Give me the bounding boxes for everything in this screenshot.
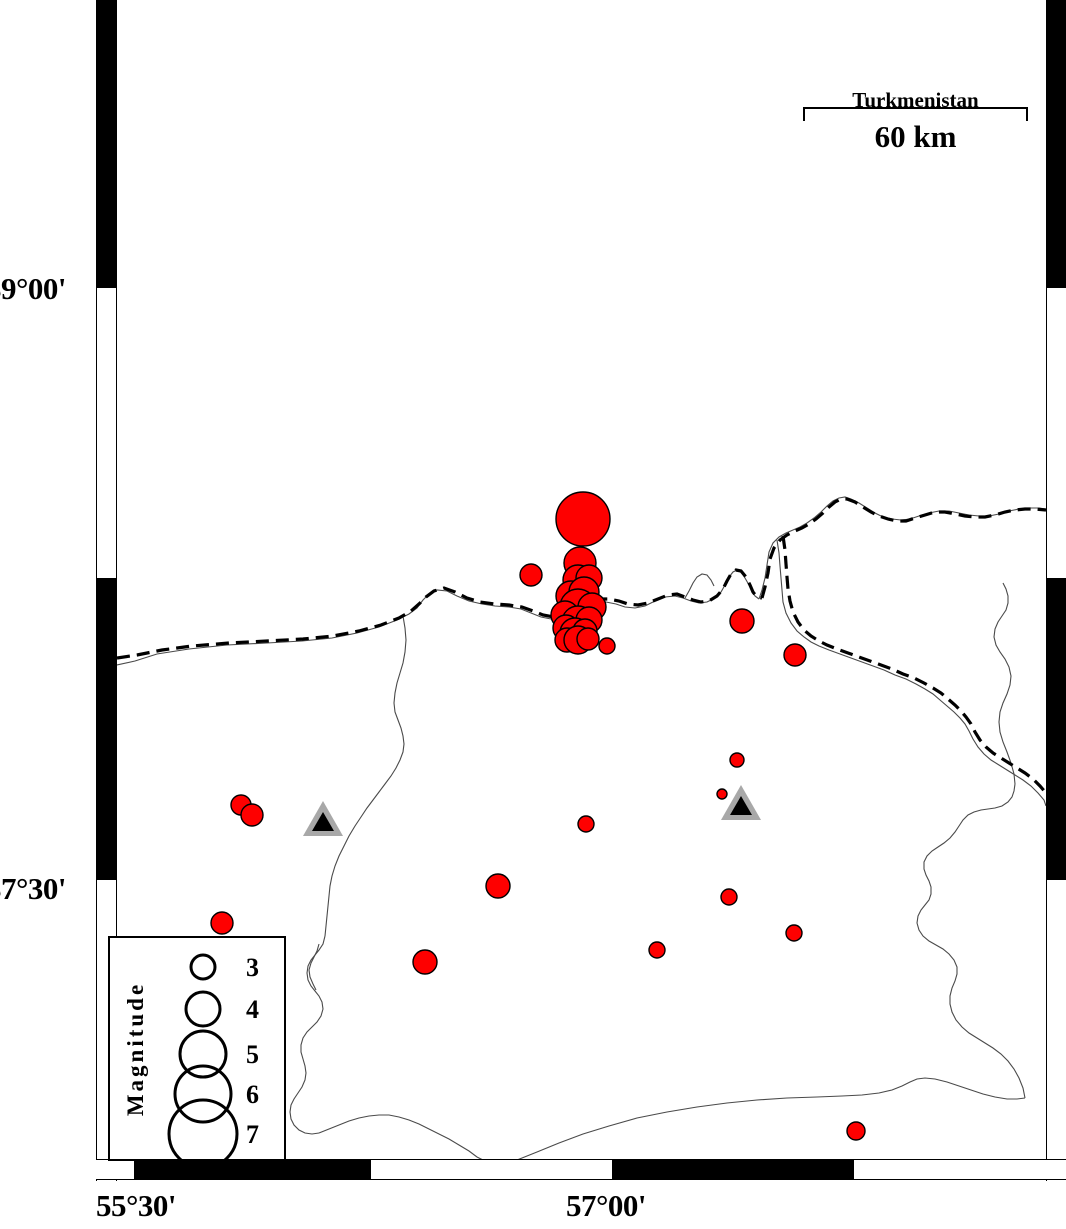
earthquake-marker[interactable]: [240, 803, 264, 827]
legend-symbol-column: [158, 938, 248, 1170]
earthquake-marker[interactable]: [412, 949, 438, 975]
scale-bar-label: 60 km: [874, 119, 957, 154]
legend-value-5: 5: [246, 1040, 259, 1069]
country-name-label: Turkmenistan: [852, 88, 979, 112]
longitude-tick-label-5530: 55°30': [96, 1188, 177, 1223]
earthquake-marker[interactable]: [555, 491, 611, 547]
earthquake-marker[interactable]: [785, 924, 803, 942]
legend-value-7: 7: [246, 1120, 259, 1149]
legend-title: Magnitude: [123, 981, 148, 1117]
legend-title-wrapper: Magnitude: [118, 944, 154, 1154]
earthquake-marker[interactable]: [519, 563, 543, 587]
scale-bar-bracket: [803, 107, 1028, 121]
longitude-frame-band-bottom: [96, 1159, 1066, 1180]
legend-value-4: 4: [246, 995, 259, 1024]
longitude-tick-label-5700: 57°00': [566, 1188, 647, 1223]
station-marker[interactable]: [303, 801, 343, 836]
earthquake-marker[interactable]: [846, 1121, 866, 1141]
earthquake-marker[interactable]: [577, 815, 595, 833]
latitude-tick-label-39: 39°00': [0, 271, 67, 306]
earthquake-marker[interactable]: [720, 888, 738, 906]
earthquake-marker[interactable]: [210, 911, 234, 935]
earthquake-marker[interactable]: [716, 788, 728, 800]
international-border-dashed: [117, 497, 1046, 795]
earthquake-markers: [210, 491, 866, 1141]
station-marker[interactable]: [721, 785, 761, 820]
latitude-frame-band-right: [1046, 0, 1066, 1181]
earthquake-marker[interactable]: [598, 637, 616, 655]
latitude-tick-label-3730: 37°30': [0, 871, 67, 906]
earthquake-marker[interactable]: [648, 941, 666, 959]
earthquake-marker[interactable]: [729, 752, 745, 768]
earthquake-marker[interactable]: [485, 873, 511, 899]
station-markers: [303, 785, 761, 836]
earthquake-marker[interactable]: [783, 643, 807, 667]
scale-bar: 60 km: [803, 97, 1028, 157]
earthquake-marker[interactable]: [729, 608, 755, 634]
legend-value-6: 6: [246, 1080, 259, 1109]
magnitude-legend: Magnitude 3 4 5 6 7: [108, 936, 286, 1170]
legend-value-column: 3 4 5 6 7: [246, 938, 286, 1159]
legend-circles: [167, 953, 239, 1170]
legend-value-3: 3: [246, 953, 259, 982]
map-vector-layer: [117, 491, 1046, 1160]
earthquake-marker[interactable]: [576, 627, 600, 651]
